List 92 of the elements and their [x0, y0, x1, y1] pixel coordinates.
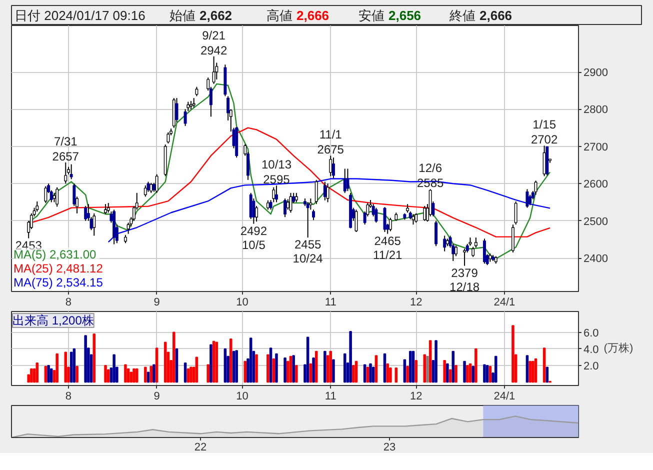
candlestick: [388, 217, 392, 232]
annotation: 2455 10/24: [292, 238, 324, 266]
candlestick: [423, 205, 426, 222]
y-tick-label: 6.0: [584, 327, 599, 340]
y-tick-label: 2900: [584, 67, 608, 80]
y-tick-label: 2600: [584, 178, 608, 191]
candlestick: [92, 212, 96, 236]
candlestick: [284, 198, 287, 218]
annotation: 9/21 2942: [200, 28, 228, 58]
annotation: 10/13 2595: [261, 157, 292, 186]
candlestick: [266, 200, 270, 210]
candlestick: [255, 205, 258, 222]
candlestick: [534, 180, 538, 196]
x-tick-label: 12: [410, 296, 422, 308]
text: MA(75) 2,534.15: [14, 276, 104, 290]
candlestick: [294, 192, 298, 203]
x-tick-label: 9: [154, 390, 160, 402]
candlestick: [144, 184, 147, 198]
annotation: 2465 11/21: [373, 234, 402, 262]
candlestick: [434, 220, 438, 247]
text: 安値: [358, 8, 384, 23]
candlestick: [482, 238, 486, 264]
y-tick-label: 2800: [584, 104, 608, 116]
candlestick: [314, 179, 318, 205]
candlestick: [274, 184, 278, 203]
text: 終値: [448, 8, 476, 23]
candlestick: [332, 157, 335, 179]
annotation: 2379 12/18: [450, 266, 480, 294]
candlestick: [192, 98, 196, 108]
text: 2,662: [200, 8, 232, 23]
candlestick: [44, 186, 48, 204]
x-tick-label: 24/1: [494, 390, 516, 402]
text: 2,656: [388, 8, 422, 23]
candlestick: [329, 155, 332, 177]
candlestick: [104, 204, 108, 215]
candlestick: [374, 207, 378, 224]
text: 高値: [266, 8, 292, 23]
candlestick: [528, 194, 532, 206]
annotation: 2492 10/5: [240, 224, 268, 252]
candlestick: [443, 235, 446, 252]
x-tick-label: 8: [65, 390, 72, 402]
candlestick: [346, 168, 350, 192]
candlestick: [70, 164, 73, 180]
candlestick: [36, 200, 39, 212]
candlestick: [56, 186, 59, 208]
candlestick: [526, 188, 529, 208]
candlestick: [155, 174, 158, 194]
candlestick: [414, 212, 418, 224]
candlestick: [326, 183, 330, 203]
x-tick-label: 11: [324, 296, 336, 308]
x-tick-label: 10: [236, 390, 248, 402]
candlestick: [289, 192, 292, 214]
candlestick: [343, 168, 346, 194]
candlestick: [323, 181, 326, 201]
candlestick: [52, 192, 56, 203]
text: 日付 2024/01/17 09:16: [14, 8, 146, 23]
y-tick-label: 2700: [584, 141, 608, 154]
candlestick: [511, 224, 514, 253]
y-tick-label: 2500: [584, 216, 608, 228]
x-tick-label: 10: [236, 296, 248, 308]
candlestick: [454, 245, 458, 257]
candlestick: [306, 202, 310, 238]
candlestick: [64, 162, 68, 184]
text: 2,666: [296, 8, 330, 23]
candlestick: [84, 205, 88, 222]
annotation: 1/15 2702: [530, 118, 558, 147]
x-tick-label: 9: [154, 296, 160, 308]
candlestick: [514, 200, 518, 226]
candlestick: [312, 209, 316, 221]
y-tick-label: 4.0: [584, 344, 599, 356]
candlestick: [212, 56, 216, 84]
x-tick-label: 22: [194, 442, 207, 454]
text: MA(25) 2,481.12: [14, 262, 104, 276]
y-tick-label: 2.0: [584, 360, 599, 373]
x-tick-label: 8: [65, 296, 72, 308]
y-axis-title: (万株): [604, 342, 634, 354]
annotation: 11/1 2675: [317, 128, 344, 157]
y-tick-label: 2400: [584, 253, 608, 266]
candlestick: [463, 248, 466, 266]
x-tick-label: 12: [410, 390, 422, 402]
x-tick-label: 11: [324, 390, 336, 402]
candlestick: [166, 132, 170, 144]
x-tick-label: 24/1: [494, 296, 516, 308]
candlestick: [195, 86, 198, 97]
text: 始値: [170, 8, 196, 23]
candlestick: [474, 237, 478, 248]
candlestick: [472, 246, 475, 258]
text: 2,666: [480, 8, 512, 23]
candlestick: [150, 182, 153, 194]
chart-title: 出来高 1,200株: [12, 314, 94, 328]
x-tick-label: 23: [383, 442, 396, 454]
annotation: 7/31 2657: [52, 134, 80, 164]
